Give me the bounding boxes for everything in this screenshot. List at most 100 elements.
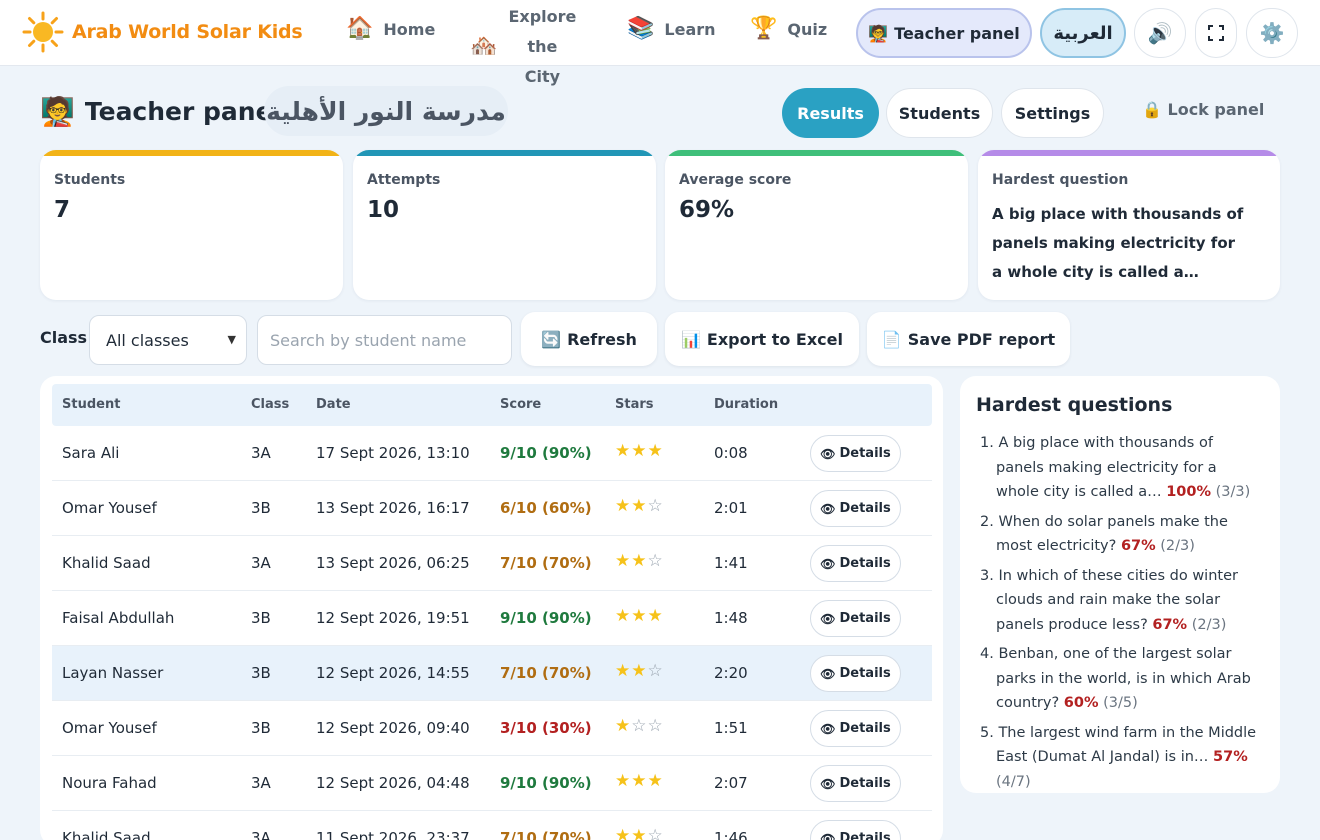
cell-class: 3B [251,609,271,627]
table-row[interactable]: Omar Yousef 3B 12 Sept 2026, 09:40 3/10 (30… [52,701,932,756]
nav-quiz[interactable]: 🏆 Quiz [750,18,827,40]
eye-icon: 👁 [820,666,836,681]
cell-date: 12 Sept 2026, 14:55 [316,664,470,682]
cell-class: 3A [251,444,271,462]
details-button[interactable]: 👁 Details [810,435,901,472]
cell-date: 13 Sept 2026, 16:17 [316,499,470,517]
cell-class: 3A [251,554,271,572]
cell-duration: 1:46 [714,829,748,840]
details-label: Details [839,776,891,791]
cell-stars: ★★☆ [615,496,664,516]
cell-class: 3B [251,499,271,517]
top-nav: Arab World Solar Kids 🏠 Home 🏘️ Explore … [0,0,1320,86]
chart-icon: 📊 [680,329,701,349]
fullscreen-button[interactable] [1195,8,1237,58]
card-accent-bar [353,150,656,156]
results-table: Student Class Date Score Stars Duration … [40,376,943,840]
save-pdf-button[interactable]: 📄 Save PDF report [867,312,1070,366]
table-row[interactable]: Sara Ali 3A 17 Sept 2026, 13:10 9/10 (90%) ★… [52,426,932,481]
star-filled-icon: ★ [615,771,632,791]
star-filled-icon: ★ [615,551,632,571]
details-label: Details [839,446,891,461]
cell-score: 3/10 (30%) [500,719,592,737]
details-button[interactable]: 👁 Details [810,545,901,582]
stat-label: Average score [679,172,792,188]
stat-card-average-score: Average score 69% [665,150,968,300]
student-search-input[interactable] [257,315,512,365]
class-select[interactable]: All classes ▼ [89,315,247,365]
column-header-score: Score [500,397,542,412]
stat-value: 10 [367,197,400,223]
page-title-text: Teacher panel [84,96,282,126]
teacher-panel-button[interactable]: 🧑‍🏫 Teacher panel [856,8,1032,58]
hardest-question-item: 4. Benban, one of the largest solar park… [980,642,1262,716]
cell-class: 3A [251,774,271,792]
nav-home-label: Home [383,19,436,39]
table-row[interactable]: Khalid Saad 3A 13 Sept 2026, 06:25 7/10 (70… [52,536,932,591]
details-button[interactable]: 👁 Details [810,765,901,802]
lock-panel-button[interactable]: 🔒 Lock panel [1142,100,1264,119]
star-filled-icon: ★ [615,661,632,681]
star-filled-icon: ★ [647,606,664,626]
refresh-label: Refresh [567,329,637,349]
chevron-down-icon: ▼ [227,333,236,346]
lock-icon: 🔒 [1142,100,1162,119]
table-row[interactable]: Faisal Abdullah 3B 12 Sept 2026, 19:51 9/10… [52,591,932,646]
stat-label: Hardest question [992,172,1129,188]
eye-icon: 👁 [820,556,836,571]
cell-class: 3A [251,829,271,840]
cell-student: Khalid Saad [62,829,151,840]
details-button[interactable]: 👁 Details [810,710,901,747]
details-button[interactable]: 👁 Details [810,600,901,637]
details-label: Details [839,611,891,626]
nav-explore-line1: Explore [508,7,577,26]
cell-student: Omar Yousef [62,499,157,517]
question-ratio: (2/3) [1191,616,1227,633]
stat-value: 69% [679,197,735,223]
table-row[interactable]: Noura Fahad 3A 12 Sept 2026, 04:48 9/10 (90… [52,756,932,811]
tab-results[interactable]: Results [782,88,879,138]
cell-score: 7/10 (70%) [500,664,592,682]
eye-icon: 👁 [820,446,836,461]
language-label: العربية [1053,22,1113,44]
cell-stars: ★★★ [615,771,664,791]
eye-icon: 👁 [820,831,836,840]
settings-button[interactable]: ⚙️ [1246,8,1298,58]
details-button[interactable]: 👁 Details [810,490,901,527]
refresh-button[interactable]: 🔄 Refresh [521,312,657,366]
language-toggle-button[interactable]: العربية [1040,8,1126,58]
gear-icon: ⚙️ [1259,21,1285,45]
stat-card-students: Students 7 [40,150,343,300]
nav-home[interactable]: 🏠 Home [346,18,435,40]
card-accent-bar [40,150,343,156]
question-fail-rate: 100% [1166,484,1211,500]
stat-label: Students [54,172,126,188]
sun-icon [22,11,64,53]
card-accent-bar [665,150,968,156]
nav-learn[interactable]: 📚 Learn [627,18,716,40]
cell-stars: ★★★ [615,441,664,461]
export-excel-button[interactable]: 📊 Export to Excel [665,312,859,366]
cell-date: 12 Sept 2026, 09:40 [316,719,470,737]
table-row[interactable]: Layan Nasser 3B 12 Sept 2026, 14:55 7/10 (7… [52,646,932,701]
star-filled-icon: ★ [631,606,648,626]
books-icon: 📚 [627,16,655,41]
star-filled-icon: ★ [631,551,648,571]
brand[interactable]: Arab World Solar Kids [22,10,303,54]
details-button[interactable]: 👁 Details [810,655,901,692]
table-row[interactable]: Khalid Saad 3A 11 Sept 2026, 23:37 7/10 (70… [52,811,932,840]
tab-settings[interactable]: Settings [1001,88,1104,138]
lock-panel-label: Lock panel [1167,100,1265,119]
export-excel-label: Export to Excel [706,329,843,349]
question-ratio: (4/7) [996,773,1031,790]
star-filled-icon: ★ [631,661,648,681]
question-text: A big place with thousands of panels mak… [996,435,1217,500]
tab-students[interactable]: Students [886,88,993,138]
teacher-icon: 🧑‍🏫 [40,94,75,128]
star-filled-icon: ★ [647,441,664,461]
table-row[interactable]: Omar Yousef 3B 13 Sept 2026, 16:17 6/10 (60… [52,481,932,536]
details-button[interactable]: 👁 Details [810,820,901,840]
sound-button[interactable]: 🔊 [1134,8,1186,58]
question-ratio: (3/5) [1103,695,1138,711]
nav-explore-city[interactable]: 🏘️ Explore the City [470,2,577,92]
